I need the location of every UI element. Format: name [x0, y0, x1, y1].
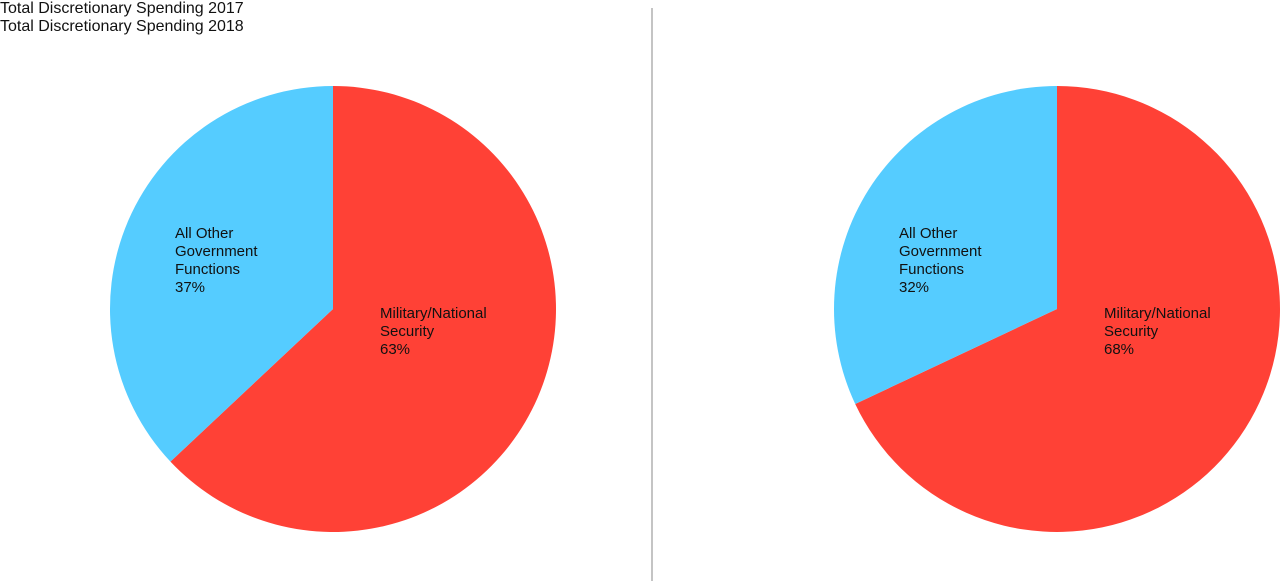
slice-label: All Other Government Functions 37%	[175, 225, 285, 297]
pie-slice	[834, 86, 1057, 404]
pie-slice	[110, 86, 333, 462]
value-label: 32%	[899, 279, 930, 296]
slice-label: Military/National Security 68%	[1104, 305, 1244, 359]
category-label: Military/National Security	[380, 305, 487, 340]
category-label: All Other Government Functions	[175, 225, 258, 278]
value-label: 68%	[1104, 341, 1135, 358]
category-label: Military/National Security	[1104, 305, 1211, 340]
pie-slice	[855, 86, 1281, 532]
value-label: 37%	[175, 279, 206, 296]
category-label: All Other Government Functions	[899, 225, 982, 278]
chart-title: Total Discretionary Spending 2018	[0, 18, 244, 35]
chart-title: Total Discretionary Spending 2017	[0, 0, 244, 17]
slice-label: Military/National Security 63%	[380, 305, 520, 359]
slice-label: All Other Government Functions 32%	[899, 225, 1009, 297]
pie-slice	[170, 86, 556, 532]
value-label: 63%	[380, 341, 411, 358]
